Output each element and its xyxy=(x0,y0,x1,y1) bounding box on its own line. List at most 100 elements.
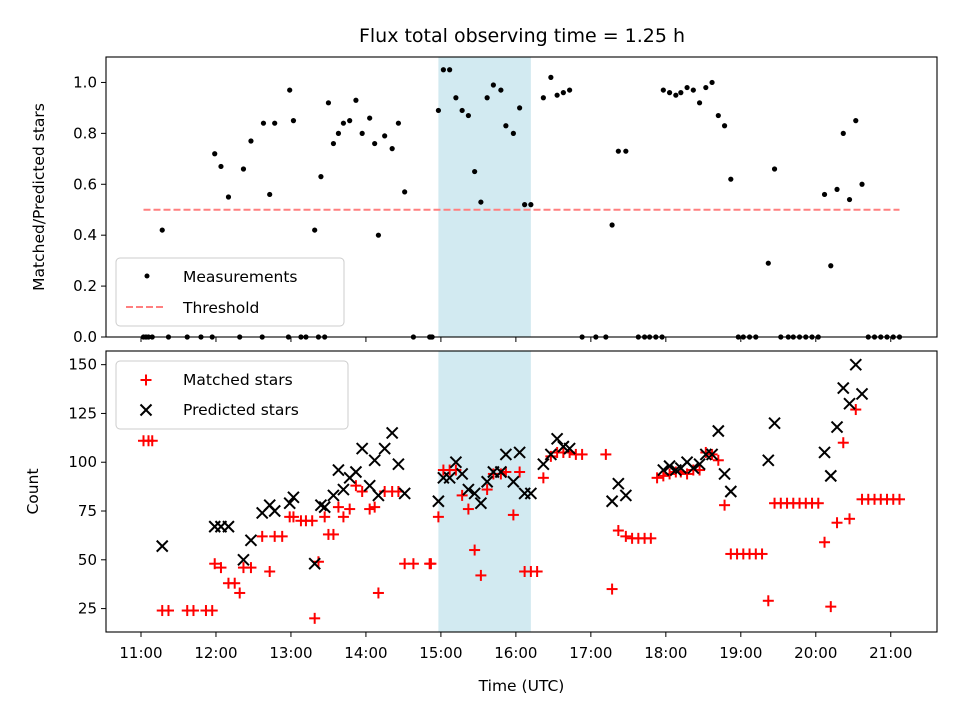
matched-star-point xyxy=(407,558,419,570)
legend-label-measurements: Measurements xyxy=(183,268,298,286)
measurement-point xyxy=(159,227,165,233)
matched-star-point xyxy=(651,472,663,484)
measurement-point xyxy=(267,191,273,198)
legend-x-mark xyxy=(139,403,153,417)
measurement-point xyxy=(666,90,673,96)
matched-star-point xyxy=(162,605,174,617)
matched-star-point xyxy=(327,528,339,540)
matched-star-point xyxy=(309,612,321,624)
measurement-point xyxy=(395,120,402,126)
predicted-star-point xyxy=(705,448,719,461)
predicted-star-point xyxy=(724,485,738,498)
y-tick-label: 0.2 xyxy=(73,277,97,295)
measurement-point xyxy=(459,107,465,114)
y-tick-label: 125 xyxy=(68,404,97,422)
matched-star-point xyxy=(712,454,724,466)
measurement-point xyxy=(375,232,382,238)
measurement-point xyxy=(359,130,365,136)
predicted-star-point xyxy=(693,457,706,471)
y-tick-label: 50 xyxy=(78,551,97,569)
highlight-span xyxy=(438,351,531,632)
x-tick-label: 19:00 xyxy=(719,644,762,662)
matched-star-point xyxy=(894,493,906,505)
measurement-point xyxy=(218,163,224,170)
predicted-star-point xyxy=(468,487,481,500)
matched-star-point xyxy=(306,515,318,527)
matched-star-point xyxy=(146,435,158,447)
predicted-star-point xyxy=(244,534,258,547)
predicted-star-point xyxy=(855,387,869,401)
predicted-star-point xyxy=(449,456,463,469)
predicted-star-point xyxy=(372,489,385,502)
matched-star-point xyxy=(206,605,218,617)
measurement-point xyxy=(859,181,865,187)
predicted-star-point xyxy=(718,467,731,481)
matched-star-point xyxy=(287,511,299,523)
measurement-point xyxy=(372,140,378,147)
measurement-point xyxy=(498,87,504,93)
measurement-point xyxy=(465,112,471,119)
measurement-point xyxy=(615,148,621,154)
predicted-star-point xyxy=(208,520,221,533)
measurement-point xyxy=(840,130,846,136)
predicted-star-point xyxy=(537,457,550,471)
legend-label-predicted-stars: Predicted stars xyxy=(183,401,299,419)
matched-star-point xyxy=(432,511,444,523)
highlight-span xyxy=(438,57,531,337)
measurement-point xyxy=(225,194,232,200)
matched-star-point xyxy=(337,511,349,523)
matched-star-point xyxy=(844,513,856,525)
predicted-star-point xyxy=(156,539,169,553)
matched-star-point xyxy=(657,470,669,482)
x-tick-label: 15:00 xyxy=(419,644,462,662)
matched-star-point xyxy=(812,497,824,509)
x-tick-label: 16:00 xyxy=(494,644,537,662)
predicted-star-point xyxy=(830,420,844,434)
predicted-star-point xyxy=(327,489,340,502)
predicted-star-point xyxy=(462,483,475,496)
measurement-point xyxy=(728,176,734,182)
count-axes-frame xyxy=(105,350,938,633)
measurement-point xyxy=(709,79,715,86)
measurement-point xyxy=(312,227,318,233)
predicted-star-point xyxy=(385,426,399,440)
ratio-panel: 0.0 0.2 0.4 0.6 0.8 1.0 Matched/Predicted sta… xyxy=(30,56,938,346)
matched-star-point xyxy=(576,448,588,460)
matched-star-point xyxy=(234,587,246,599)
measurement-point xyxy=(771,166,778,172)
matched-star-point xyxy=(600,448,612,460)
measurement-point xyxy=(325,100,332,106)
measurement-point xyxy=(690,87,696,93)
matched-star-point xyxy=(264,566,276,578)
predicted-star-point xyxy=(455,467,469,481)
measurement-point xyxy=(318,174,324,180)
matched-star-point xyxy=(495,468,507,480)
matched-star-point xyxy=(606,583,618,595)
matched-star-point xyxy=(319,511,331,523)
predicted-star-point xyxy=(283,497,296,510)
matched-star-point xyxy=(756,548,768,560)
y-tick-label: 0.0 xyxy=(73,328,97,346)
measurement-point xyxy=(660,87,666,93)
x-tick-label: 11:00 xyxy=(119,644,162,662)
measurement-point xyxy=(402,189,408,195)
predicted-star-point xyxy=(524,487,538,500)
measurement-point xyxy=(248,138,254,144)
y-tick-label: 0.8 xyxy=(73,124,97,142)
measurement-point xyxy=(347,118,353,124)
matched-star-point xyxy=(819,536,831,548)
matched-star-point xyxy=(831,517,843,529)
predicted-star-point xyxy=(287,491,300,504)
matched-star-point xyxy=(825,601,837,613)
legend-box xyxy=(115,257,345,327)
matched-star-point xyxy=(514,466,526,478)
measurement-point xyxy=(335,130,342,136)
matched-star-point xyxy=(369,501,381,513)
matched-star-point xyxy=(425,558,437,570)
y-tick-label: 100 xyxy=(68,453,97,471)
y-tick-label: 0.4 xyxy=(73,226,97,244)
measurement-point xyxy=(517,105,523,111)
predicted-star-point xyxy=(712,424,725,438)
measurement-point xyxy=(834,186,840,192)
measurement-point xyxy=(567,87,573,93)
